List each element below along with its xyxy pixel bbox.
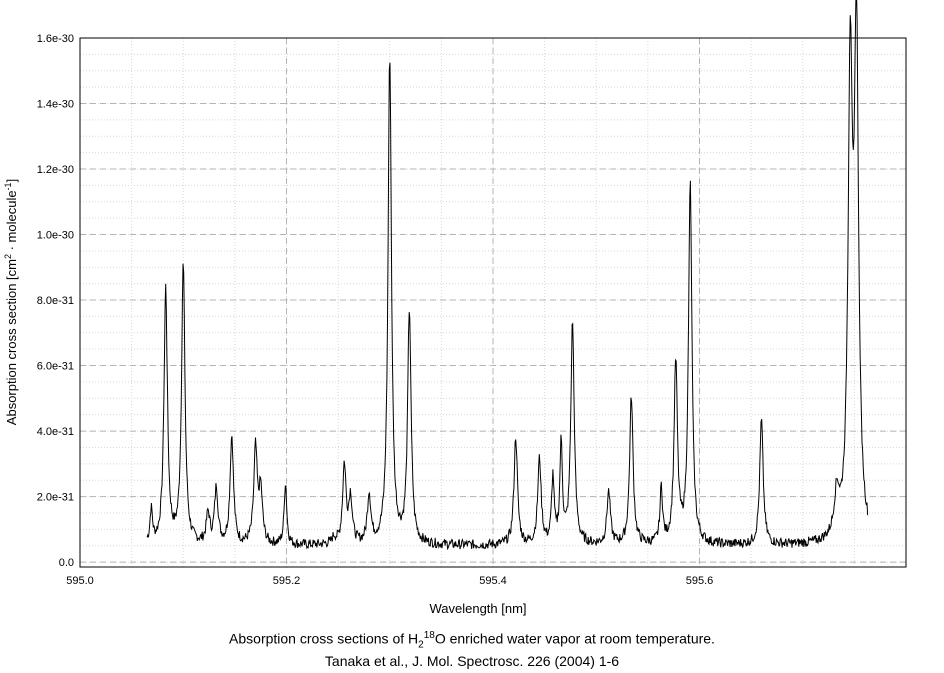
chart: 0.0 2.0e-31 4.0e-31 6.0e-31 8.0e-31 1.0e-30 1.… <box>3 0 907 616</box>
y-label-part-2: · molecule <box>4 190 19 254</box>
plot-frame <box>79 37 907 568</box>
caption-line-1: Absorption cross sections of H218O enric… <box>0 630 944 650</box>
caption-suffix: O enriched water vapor at room temperatu… <box>434 630 715 647</box>
caption-line-2: Tanaka et al., J. Mol. Spectrosc. 226 (2… <box>324 653 620 669</box>
x-tick-label: 595.6 <box>686 575 714 587</box>
y-label-part-1: Absorption cross section [cm <box>4 259 19 425</box>
spectrum-line <box>146 0 869 551</box>
caption-subscript: 2 <box>418 639 424 651</box>
y-tick-label: 1.2e-30 <box>37 164 74 176</box>
y-tick-label: 8.0e-31 <box>37 295 74 307</box>
caption-prefix: Absorption cross sections of H <box>229 630 419 647</box>
x-tick-label: 595.2 <box>273 575 301 587</box>
y-tick-label: 1.6e-30 <box>37 33 74 45</box>
y-tick-label: 6.0e-31 <box>37 361 74 373</box>
tick-labels: 0.0 2.0e-31 4.0e-31 6.0e-31 8.0e-31 1.0e-30 1.… <box>37 33 714 587</box>
x-tick-label: 595.4 <box>479 575 507 587</box>
y-axis-label: Absorption cross section [cm2 · molecule… <box>3 179 19 425</box>
y-tick-label: 2.0e-31 <box>37 492 74 504</box>
y-tick-label: 1.4e-30 <box>37 99 74 111</box>
x-tick-label: 595.0 <box>66 575 94 587</box>
caption-superscript: 18 <box>423 630 435 641</box>
y-label-part-3: ] <box>4 179 19 183</box>
x-axis-label: Wavelength [nm] <box>429 601 526 616</box>
y-tick-label: 0.0 <box>59 557 74 569</box>
y-tick-label: 1.0e-30 <box>37 230 74 242</box>
y-label-sup-1: 2 <box>3 254 13 259</box>
y-label-sup-2: -1 <box>3 182 13 190</box>
y-tick-label: 4.0e-31 <box>37 426 74 438</box>
grid <box>79 37 907 567</box>
